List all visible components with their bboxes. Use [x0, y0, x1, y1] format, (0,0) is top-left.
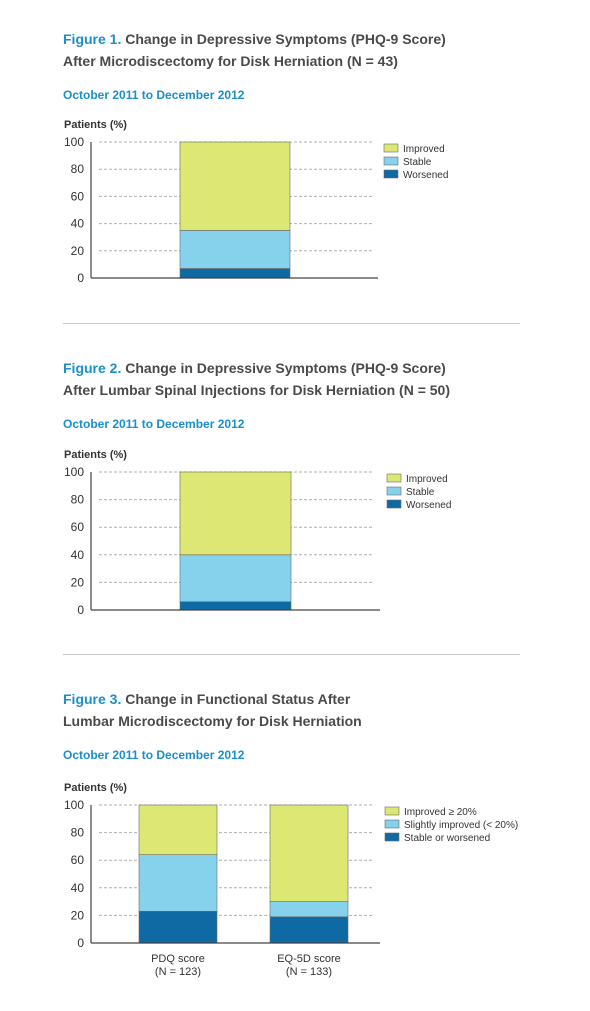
y-tick-label: 40	[71, 217, 85, 231]
figure-1-date-range: October 2011 to December 2012	[63, 88, 245, 102]
figure-2-chart: Patients (%) 0 20 40 60 80 100 Improved Stable Wo…	[64, 449, 451, 617]
y-tick-label: 20	[71, 575, 85, 589]
legend-label: Improved	[406, 474, 448, 485]
legend-label: Stable	[406, 487, 435, 498]
bar-segment-stable-or-worsened	[138, 910, 218, 944]
y-tick-label: 80	[71, 493, 85, 507]
figure-1-title-line1: Change in Depressive Symptoms (PHQ-9 Sco…	[125, 31, 446, 47]
y-tick-label: 80	[71, 826, 85, 840]
x-category-sublabel: (N = 123)	[155, 966, 201, 978]
legend-label: Improved	[403, 144, 445, 155]
figure-3-date-range: October 2011 to December 2012	[63, 748, 245, 762]
legend-swatch	[383, 143, 399, 153]
y-axis-label: Patients (%)	[64, 782, 127, 794]
legend-label: Worsened	[403, 170, 448, 181]
bar-segment-improved-20	[269, 804, 349, 902]
figure-1-label: Figure 1.	[63, 31, 122, 47]
figure-2-title: Figure 2. Change in Depressive Symptoms …	[63, 357, 543, 401]
x-category-label: EQ-5D score	[277, 953, 341, 965]
figure-2-title-line1: Change in Depressive Symptoms (PHQ-9 Sco…	[125, 360, 446, 376]
y-tick-label: 100	[64, 135, 84, 149]
legend-label: Stable	[403, 157, 432, 168]
legend-swatch	[384, 832, 400, 842]
legend-swatch	[386, 473, 402, 483]
legend-label: Worsened	[406, 500, 451, 511]
bar-segment-slightly-improved-20	[269, 901, 349, 918]
y-tick-label: 60	[71, 853, 85, 867]
figure-2-title-line2: After Lumbar Spinal Injections for Disk …	[63, 382, 451, 398]
y-axis-label: Patients (%)	[64, 449, 127, 461]
x-category-label: PDQ score	[151, 953, 205, 965]
y-tick-label: 40	[71, 548, 85, 562]
y-tick-label: 0	[77, 271, 84, 285]
figure-2-label: Figure 2.	[63, 360, 122, 376]
bar-segment-stable	[179, 554, 292, 603]
legend-swatch	[386, 486, 402, 496]
legend-swatch	[384, 806, 400, 816]
y-tick-label: 0	[77, 603, 84, 617]
y-tick-label: 20	[71, 244, 85, 258]
divider	[63, 323, 520, 324]
legend-label: Improved ≥ 20%	[404, 807, 477, 818]
y-tick-label: 80	[71, 162, 85, 176]
y-axis-label: Patients (%)	[64, 119, 127, 131]
figure-3-label: Figure 3.	[63, 691, 122, 707]
bar-segment-improved-20	[138, 804, 218, 855]
legend-swatch	[384, 819, 400, 829]
bar-segment-stable	[179, 230, 291, 269]
legend-label: Stable or worsened	[404, 833, 490, 844]
y-tick-label: 60	[71, 189, 85, 203]
bar-segment-improved	[179, 141, 291, 231]
figure-1-title-line2: After Microdiscectomy for Disk Herniatio…	[63, 53, 398, 69]
figure-3-title-line2: Lumbar Microdiscectomy for Disk Herniati…	[63, 713, 362, 729]
y-tick-label: 40	[71, 881, 85, 895]
bar-segment-slightly-improved-20	[138, 854, 218, 912]
y-tick-label: 0	[77, 936, 84, 950]
figure-1-title: Figure 1. Change in Depressive Symptoms …	[63, 28, 543, 72]
x-category-sublabel: (N = 133)	[286, 966, 332, 978]
divider	[63, 654, 520, 655]
figure-3-title: Figure 3. Change in Functional Status Af…	[63, 688, 543, 732]
figure-3-title-line1: Change in Functional Status After	[125, 691, 351, 707]
legend-label: Slightly improved (< 20%)	[404, 820, 518, 831]
figure-1-chart: Patients (%) 0 20 40 60 80 100 Improved Stable Wo…	[64, 119, 448, 285]
y-tick-label: 100	[64, 798, 84, 812]
y-tick-label: 60	[71, 520, 85, 534]
figure-2-date-range: October 2011 to December 2012	[63, 417, 245, 431]
legend-swatch	[383, 156, 399, 166]
y-tick-label: 100	[64, 465, 84, 479]
y-tick-label: 20	[71, 908, 85, 922]
bar-segment-stable-or-worsened	[269, 916, 349, 944]
legend-swatch	[386, 499, 402, 509]
bar-segment-improved	[179, 471, 292, 556]
legend-swatch	[383, 169, 399, 179]
